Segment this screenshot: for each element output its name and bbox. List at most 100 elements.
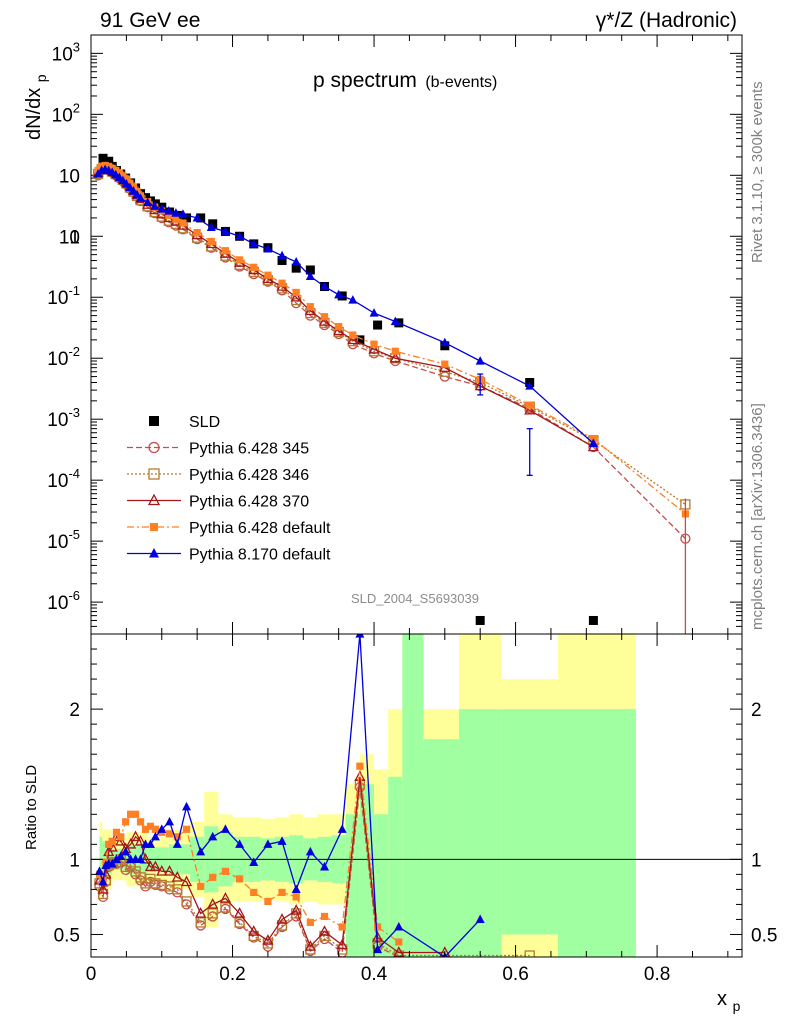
data-point-pydef [395, 938, 403, 946]
x-tick-label: 0.6 [502, 964, 528, 985]
band-green [402, 634, 424, 957]
data-point-py8 [291, 256, 301, 266]
data-point-pydef [292, 893, 300, 901]
x-axis-label-main: x [717, 988, 727, 1010]
legend-marker [147, 493, 161, 506]
data-point-py370 [276, 913, 288, 924]
data-point-pydef [146, 822, 155, 830]
ratio-y-tick-label: 0.5 [54, 925, 80, 946]
data-point-py370 [318, 925, 331, 936]
data-point-pydef [182, 825, 191, 833]
data-point-sld [355, 335, 365, 345]
data-point-pydef [209, 873, 217, 881]
data-point-py346 [181, 896, 192, 907]
legend-label: Pythia 6.428 345 [189, 441, 309, 458]
data-point-pydef [292, 288, 300, 297]
y-tick-base: 10 [52, 105, 73, 126]
data-point-pydef [193, 228, 201, 237]
data-point-py346 [195, 917, 206, 928]
ratio-y-tick-label: 2 [69, 700, 80, 721]
y-tick-base: 10 [47, 349, 68, 370]
data-point-py8 [320, 281, 330, 291]
error-bars-py8 [477, 373, 533, 476]
data-point-py370 [171, 871, 183, 882]
band-green [374, 814, 389, 957]
data-point-py8 [291, 884, 301, 893]
y-tick-base: 10 [47, 532, 68, 553]
data-point-py8 [348, 295, 358, 304]
y-tick-label: 10-4 [47, 466, 80, 492]
ratio-panel: 0.5 0.5 1 1 2 2 0 0.2 0.4 0.6 0.8 Ratio to SLD x p [23, 633, 777, 1014]
data-point-sld [208, 219, 218, 229]
data-point-py8 [277, 250, 287, 260]
data-point-py370 [180, 875, 193, 887]
data-point-py8 [249, 238, 259, 248]
data-point-py370 [347, 333, 359, 345]
data-point-py8 [107, 858, 117, 868]
data-point-py8 [94, 866, 104, 875]
data-point-py370 [125, 837, 137, 849]
y-tick-exp: -1 [68, 283, 80, 298]
legend-item-sld: SLD [149, 414, 220, 431]
data-point-py8 [157, 824, 167, 833]
y-tick-exp: -2 [68, 344, 80, 359]
data-point-py8 [196, 846, 206, 856]
data-point-pydef [136, 818, 145, 826]
main-frame [90, 34, 743, 635]
y-tick-label: 102 [52, 100, 80, 126]
band-green [388, 776, 403, 957]
analysis-watermark: SLD_2004_S5693039 [351, 591, 479, 606]
ratio-y-tick-label-right: 1 [751, 850, 762, 871]
data-point-py8 [337, 824, 347, 833]
data-point-py370 [130, 830, 142, 842]
x-tick-label: 0.8 [644, 964, 670, 985]
legend-marker [150, 523, 158, 531]
data-point-py370 [134, 834, 147, 846]
y-axis-label-main: dN/dx [23, 88, 45, 140]
data-point-pydef [264, 897, 272, 906]
data-point-pydef [221, 247, 230, 255]
data-point-pydef [151, 825, 159, 833]
data-point-py370 [290, 904, 302, 915]
data-point-sld [291, 263, 301, 273]
data-point-py8 [235, 231, 245, 240]
ratio-series-layer [93, 634, 535, 957]
ratio-frame [90, 633, 743, 958]
series-line-py346 [97, 167, 686, 505]
data-point-py370 [139, 853, 152, 864]
data-point-py8 [235, 839, 245, 848]
data-point-pydef [356, 762, 364, 770]
data-point-pydef [338, 923, 346, 931]
y-tick-exp: 3 [73, 39, 80, 54]
data-point-pydef [179, 219, 187, 227]
data-point-pydef [221, 867, 230, 875]
data-point-py346 [220, 902, 231, 913]
data-point-py346 [164, 881, 175, 892]
data-point-py8 [150, 201, 160, 210]
data-point-py8 [111, 854, 121, 863]
header-left: 91 GeV ee [100, 9, 200, 32]
data-point-pydef [320, 912, 329, 921]
legend-item-py345: Pythia 6.428 345 [127, 441, 309, 458]
data-point-pydef [112, 828, 121, 836]
data-point-pydef [197, 882, 205, 890]
data-point-py8 [440, 337, 450, 347]
y-tick-base: 1 [69, 227, 80, 248]
series-line-py346 [98, 784, 530, 957]
data-point-py370 [234, 907, 246, 918]
y-tick-exp: -5 [68, 527, 80, 542]
ratio-y-axis-label: Ratio to SLD [23, 765, 40, 850]
data-point-sld [196, 213, 206, 223]
legend-label: Pythia 6.428 370 [189, 494, 309, 511]
data-point-pydef [306, 303, 314, 311]
y-tick-exp: -4 [68, 466, 80, 481]
plot-title-main: p spectrum [313, 69, 417, 92]
x-tick-label: 0 [86, 964, 97, 985]
data-point-pydef [235, 875, 244, 883]
plot-title: p spectrum (b-events) [313, 69, 497, 92]
y-axis-label: dN/dx p [23, 74, 49, 140]
data-point-pydef [441, 360, 449, 368]
data-point-pydef [320, 313, 329, 321]
data-point-py8 [116, 851, 126, 860]
data-point-py370 [149, 860, 161, 872]
